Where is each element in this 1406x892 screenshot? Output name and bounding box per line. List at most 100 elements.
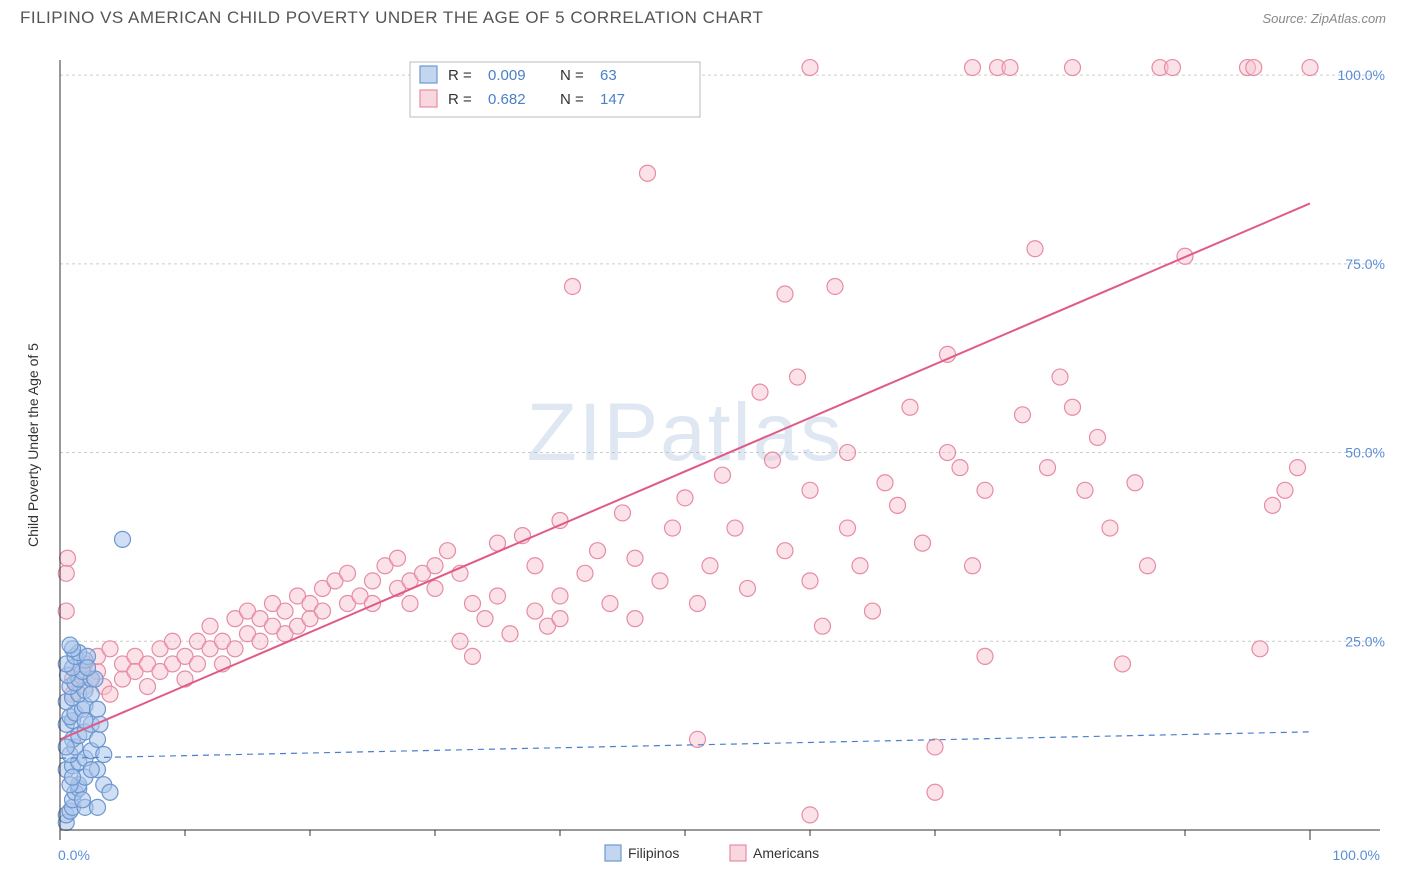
data-point (502, 626, 518, 642)
data-point (96, 747, 112, 763)
data-point (527, 558, 543, 574)
data-point (527, 603, 543, 619)
data-point (115, 531, 131, 547)
bottom-legend-label: Americans (753, 845, 819, 861)
data-point (1065, 399, 1081, 415)
data-point (80, 660, 96, 676)
data-point (1265, 497, 1281, 513)
data-point (827, 278, 843, 294)
data-point (652, 573, 668, 589)
x-tick-label: 100.0% (1333, 847, 1380, 863)
data-point (1252, 641, 1268, 657)
data-point (75, 792, 91, 808)
data-point (340, 565, 356, 581)
data-point (452, 633, 468, 649)
data-point (1290, 460, 1306, 476)
data-point (977, 648, 993, 664)
data-point (677, 490, 693, 506)
legend-r-value: 0.682 (488, 91, 526, 108)
watermark: ZIPatlas (527, 387, 844, 478)
data-point (977, 482, 993, 498)
data-point (840, 445, 856, 461)
data-point (940, 346, 956, 362)
data-point (58, 603, 74, 619)
data-point (1002, 60, 1018, 76)
data-point (715, 467, 731, 483)
data-point (1165, 60, 1181, 76)
legend-swatch (420, 90, 437, 107)
y-axis-label: Child Poverty Under the Age of 5 (25, 343, 41, 547)
data-point (915, 535, 931, 551)
data-point (627, 611, 643, 627)
data-point (190, 656, 206, 672)
data-point (490, 588, 506, 604)
data-point (90, 799, 106, 815)
data-point (927, 784, 943, 800)
data-point (1077, 482, 1093, 498)
data-point (627, 550, 643, 566)
bottom-legend-swatch (730, 845, 746, 861)
data-point (315, 603, 331, 619)
data-point (965, 558, 981, 574)
data-point (602, 596, 618, 612)
data-point (852, 558, 868, 574)
data-point (83, 762, 99, 778)
data-point (227, 641, 243, 657)
data-point (865, 603, 881, 619)
data-point (102, 784, 118, 800)
data-point (177, 671, 193, 687)
legend-r-value: 0.009 (488, 67, 526, 84)
data-point (790, 369, 806, 385)
data-point (802, 573, 818, 589)
data-point (1140, 558, 1156, 574)
data-point (802, 807, 818, 823)
y-tick-label: 25.0% (1345, 633, 1385, 649)
data-point (277, 603, 293, 619)
data-point (565, 278, 581, 294)
data-point (802, 60, 818, 76)
data-point (102, 641, 118, 657)
data-point (765, 452, 781, 468)
data-point (1090, 429, 1106, 445)
legend-n-label: N = (560, 91, 584, 108)
y-tick-label: 100.0% (1338, 67, 1385, 83)
data-point (752, 384, 768, 400)
data-point (1065, 60, 1081, 76)
data-point (140, 679, 156, 695)
data-point (877, 475, 893, 491)
data-point (952, 460, 968, 476)
data-point (965, 60, 981, 76)
data-point (165, 633, 181, 649)
data-point (552, 588, 568, 604)
data-point (802, 482, 818, 498)
data-point (90, 701, 106, 717)
legend-n-label: N = (560, 67, 584, 84)
data-point (590, 543, 606, 559)
data-point (727, 520, 743, 536)
data-point (252, 633, 268, 649)
data-point (777, 286, 793, 302)
x-tick-label: 0.0% (58, 847, 90, 863)
y-tick-label: 75.0% (1345, 256, 1385, 272)
data-point (1027, 241, 1043, 257)
y-tick-label: 50.0% (1345, 445, 1385, 461)
data-point (62, 637, 78, 653)
legend-swatch (420, 66, 437, 83)
data-point (690, 596, 706, 612)
data-point (740, 580, 756, 596)
data-point (65, 769, 81, 785)
data-point (702, 558, 718, 574)
bottom-legend-label: Filipinos (628, 845, 679, 861)
data-point (815, 618, 831, 634)
data-point (640, 165, 656, 181)
data-point (1052, 369, 1068, 385)
chart-svg: ZIPatlas 0.0% 100.0% 25.0% 50.0% 75.0% 100.0% C… (10, 40, 1396, 882)
data-point (102, 686, 118, 702)
data-point (390, 550, 406, 566)
data-point (665, 520, 681, 536)
data-point (1246, 60, 1262, 76)
data-point (477, 611, 493, 627)
data-point (615, 505, 631, 521)
scatter-chart: ZIPatlas 0.0% 100.0% 25.0% 50.0% 75.0% 100.0% C… (10, 40, 1396, 882)
data-point (1040, 460, 1056, 476)
